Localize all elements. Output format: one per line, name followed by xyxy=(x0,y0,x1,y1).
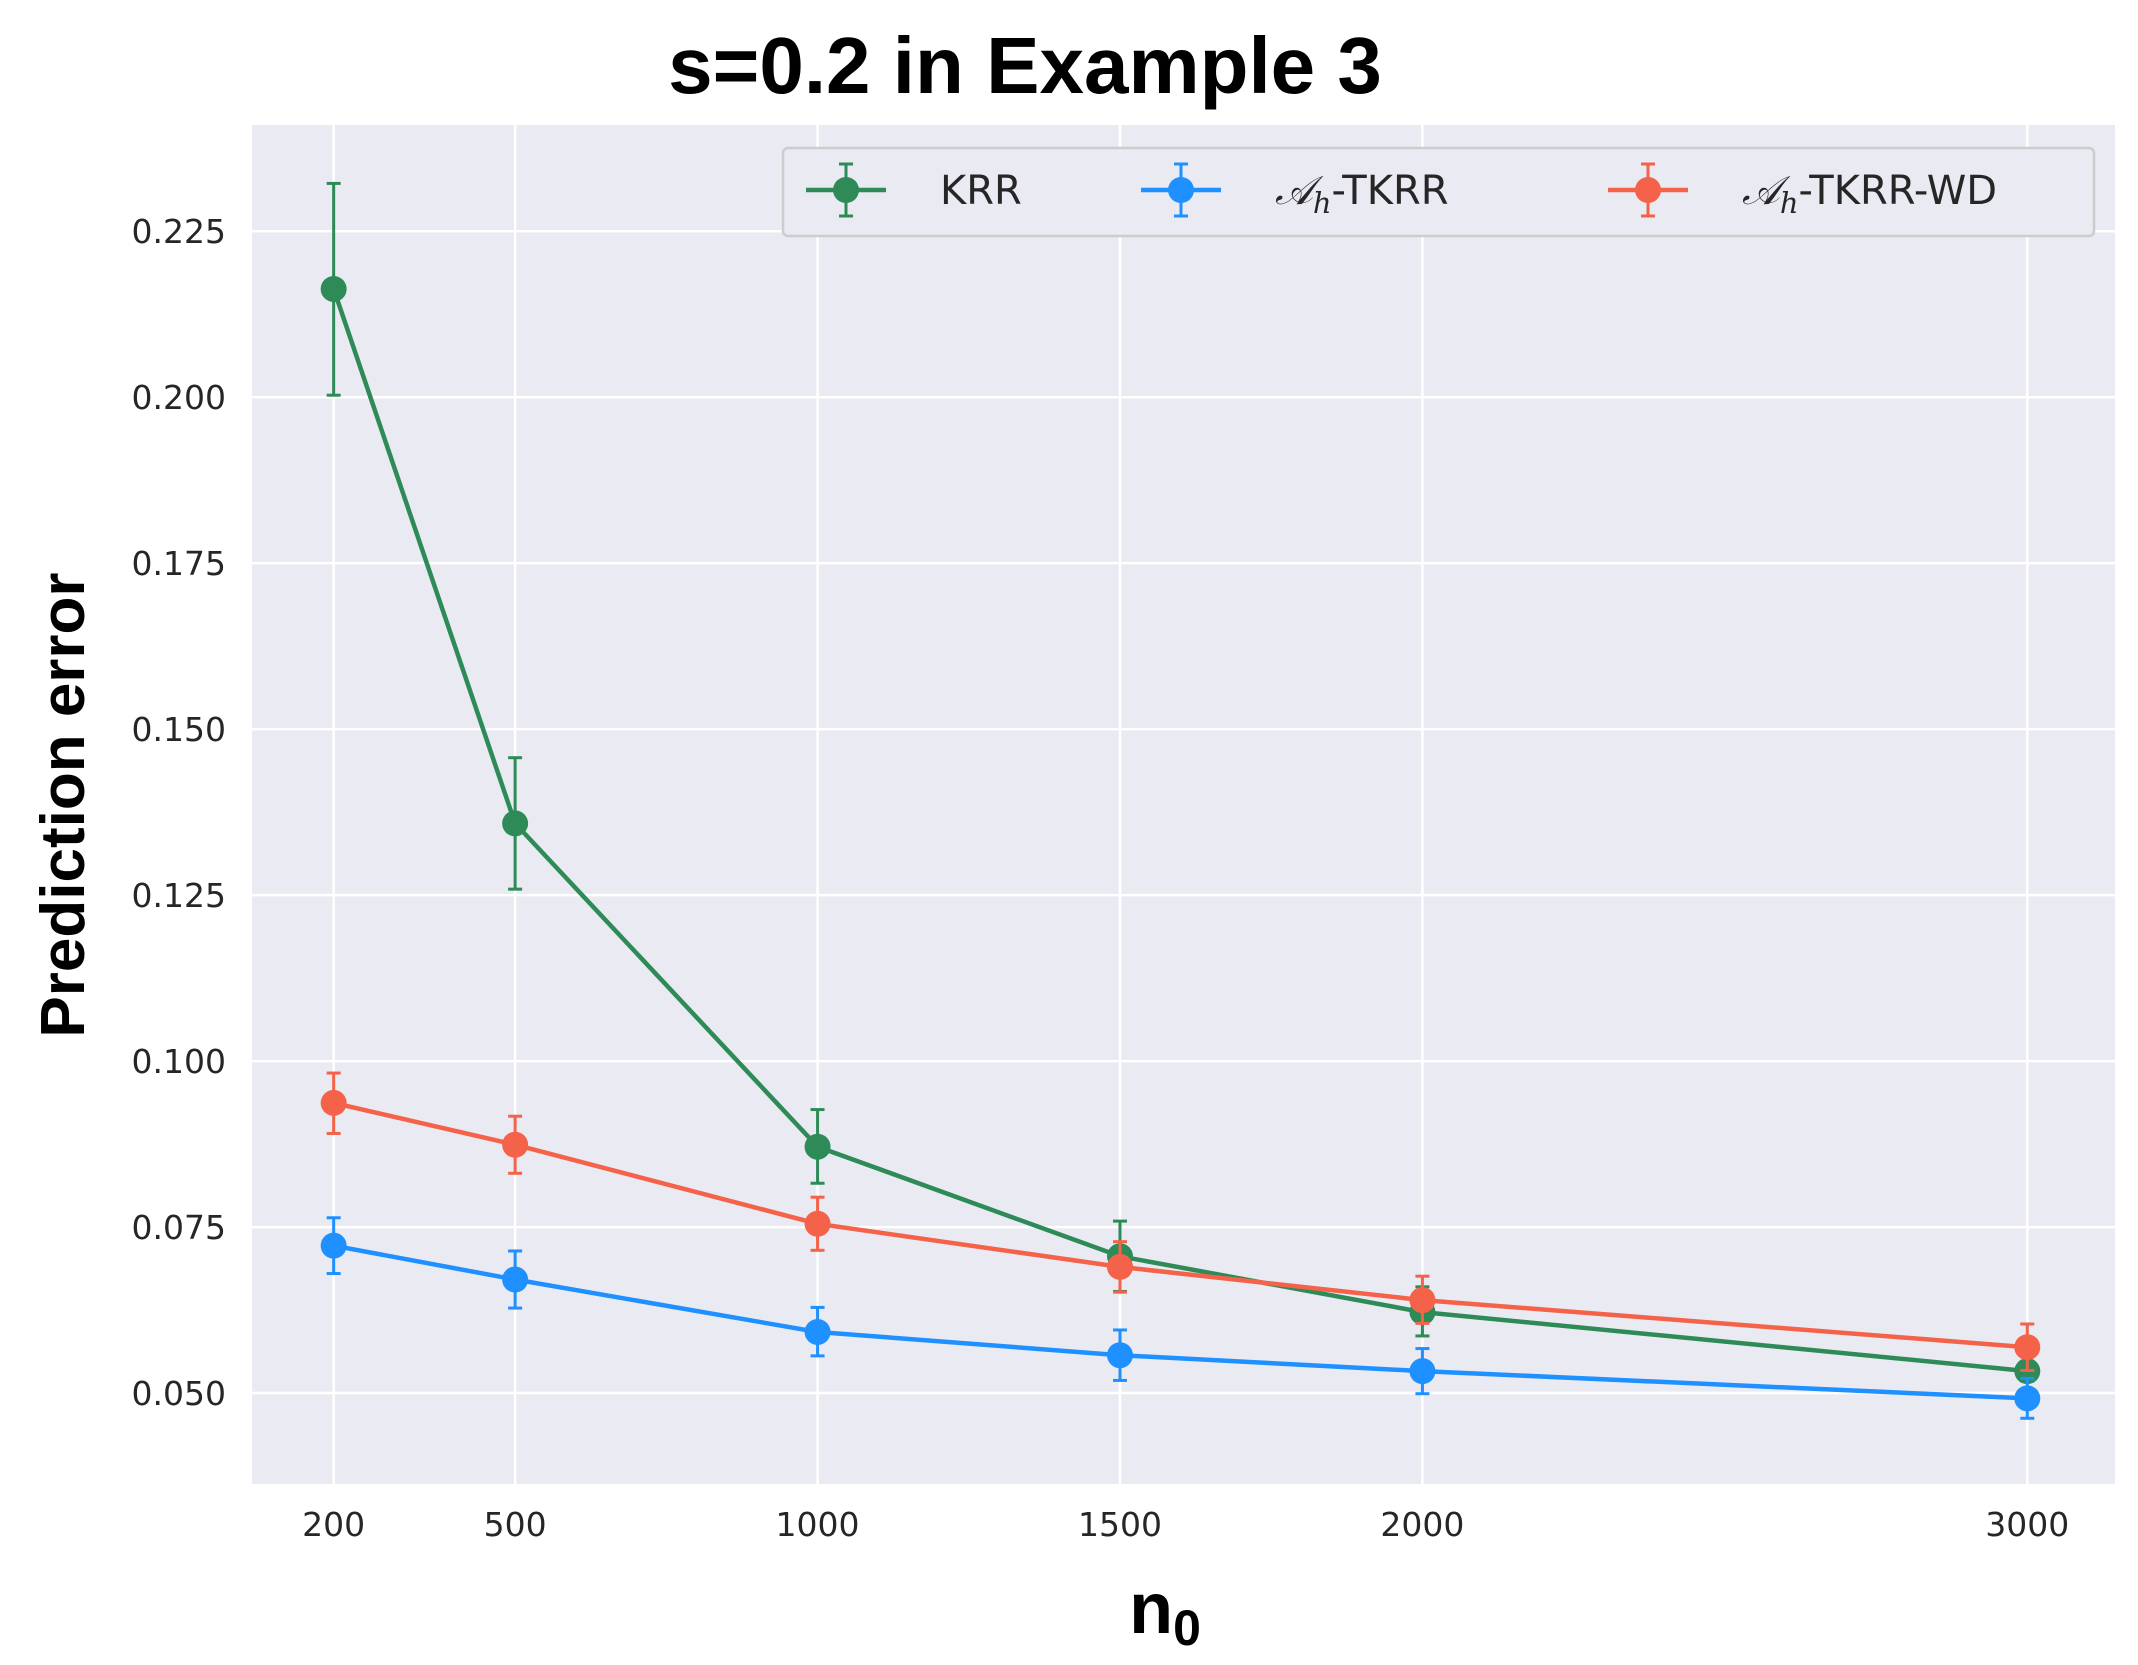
x-tick-labels: 200 500 1000 1500 2000 3000 xyxy=(302,1505,2069,1544)
data-point xyxy=(320,1232,347,1259)
legend: KRR 𝒜h-TKRR 𝒜h-TKRR-WD xyxy=(781,146,2096,238)
x-axis-label-main: n xyxy=(1129,1569,1173,1649)
series-line xyxy=(333,1243,2028,1401)
y-tick-label: 0.225 xyxy=(132,212,226,251)
data-point xyxy=(1409,1358,1436,1385)
data-point xyxy=(2014,1385,2041,1412)
data-point xyxy=(502,1266,529,1293)
x-tick-label: 500 xyxy=(484,1505,547,1544)
y-axis-label: Prediction error xyxy=(29,572,98,1037)
series-line xyxy=(333,1100,2028,1350)
series-1 xyxy=(320,181,2041,1385)
x-tick-label: 1000 xyxy=(776,1505,860,1544)
x-axis-label-subscript: 0 xyxy=(1173,1600,1201,1656)
legend-label: 𝒜h-TKRR xyxy=(1275,168,1449,220)
data-point xyxy=(502,810,529,837)
x-axis-label: n0 xyxy=(1129,1569,1201,1656)
data-point xyxy=(804,1210,831,1237)
legend-marker xyxy=(833,177,859,203)
legend-entry-3: 𝒜h-TKRR-WD xyxy=(1608,162,1997,220)
x-tick-label: 2000 xyxy=(1380,1505,1464,1544)
data-point xyxy=(320,1089,347,1116)
legend-label: KRR xyxy=(940,168,1022,214)
x-tick-label: 3000 xyxy=(1985,1505,2069,1544)
y-tick-label: 0.050 xyxy=(132,1374,226,1413)
y-tick-labels: 0.050 0.075 0.100 0.125 0.150 0.175 0.200 0.225 xyxy=(132,212,226,1413)
y-tick-label: 0.100 xyxy=(132,1042,226,1081)
plot-area xyxy=(252,125,2115,1484)
series-group xyxy=(320,181,2041,1420)
data-point xyxy=(320,275,347,302)
legend-entry-1: KRR xyxy=(806,162,1022,218)
y-tick-label: 0.075 xyxy=(132,1208,226,1247)
y-tick-label: 0.175 xyxy=(132,544,226,583)
data-point xyxy=(804,1133,831,1160)
series-2 xyxy=(320,1216,2041,1420)
series-line xyxy=(331,288,2028,1374)
x-tick-label: 200 xyxy=(302,1505,365,1544)
legend-label: 𝒜h-TKRR-WD xyxy=(1742,168,1997,220)
legend-marker xyxy=(1168,177,1194,203)
y-tick-label: 0.200 xyxy=(132,378,226,417)
data-point xyxy=(804,1318,831,1345)
series-3 xyxy=(320,1071,2041,1372)
data-point xyxy=(1409,1287,1436,1314)
legend-marker xyxy=(1635,177,1661,203)
y-tick-label: 0.125 xyxy=(132,876,226,915)
x-tick-label: 1500 xyxy=(1078,1505,1162,1544)
chart-title: s=0.2 in Example 3 xyxy=(668,21,1382,110)
data-point xyxy=(1106,1253,1133,1280)
legend-frame xyxy=(781,146,2096,238)
y-tick-label: 0.150 xyxy=(132,710,226,749)
data-point xyxy=(2014,1334,2041,1361)
data-point xyxy=(1106,1342,1133,1369)
data-point xyxy=(502,1131,529,1158)
